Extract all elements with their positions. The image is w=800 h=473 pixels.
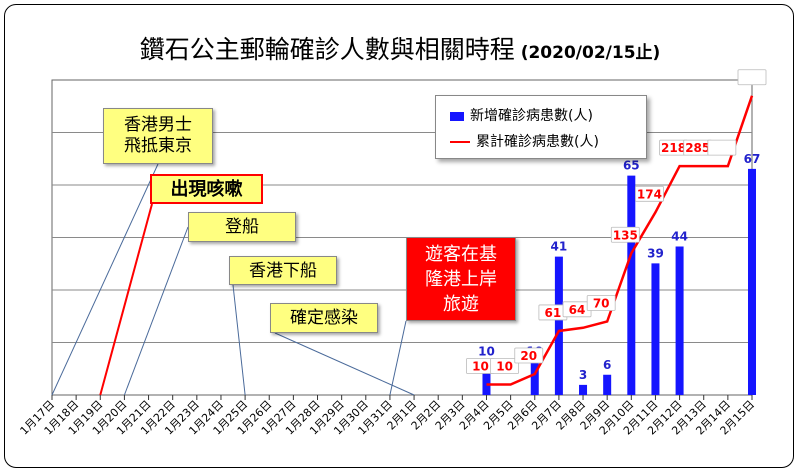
annotation-pointer-cough (99, 203, 153, 396)
annotation-pointer-board (123, 226, 189, 396)
legend: 新增確診病患數(人) 累計確診病患數(人) (435, 95, 647, 159)
annotation-cough-line-1: 出現咳嗽 (170, 179, 243, 200)
line-label: 218 (661, 141, 686, 155)
bar (748, 168, 756, 395)
line-label: 20 (520, 349, 537, 363)
line-label: 10 (496, 360, 513, 374)
annotation-keelung: 遊客在基 隆港上岸 旅遊 (406, 237, 516, 321)
annotation-keelung-line-1: 遊客在基 (425, 244, 497, 265)
chart-frame (4, 4, 794, 468)
legend-line-swatch (450, 141, 470, 143)
annotation-pointer-hk-off (232, 284, 246, 396)
legend-item-total-cases: 累計確診病患數(人) (450, 131, 599, 151)
line-label: 135 (613, 228, 638, 242)
annotation-confirmed-line-1: 確定感染 (290, 308, 358, 328)
bar (554, 256, 563, 395)
bar-label: 67 (744, 152, 761, 166)
bar-label: 41 (551, 240, 568, 254)
bar (675, 246, 684, 395)
annotation-cough: 出現咳嗽 (150, 174, 263, 204)
line-label: 64 (569, 303, 586, 317)
bar-label: 6 (603, 358, 611, 372)
bar (627, 175, 636, 395)
line-label: 10 (472, 360, 489, 374)
line-label-box (514, 347, 544, 364)
chart-subtitle: (2020/02/15止) (520, 43, 661, 63)
chart-title: 鑽石公主郵輪確診人數與相關時程 (139, 35, 515, 64)
line-label: 70 (593, 297, 610, 311)
annotation-hk-man-line-2: 飛抵東京 (124, 136, 192, 156)
annotation-keelung-line-2: 隆港上岸 (425, 269, 497, 290)
annotation-board-line-1: 登船 (225, 217, 259, 237)
line-label-box (635, 185, 664, 202)
annotation-pointer-confirmed (274, 332, 415, 396)
annotation-confirmed: 確定感染 (270, 303, 378, 333)
annotation-pointer-keelung (389, 320, 407, 396)
annotation-hk-off-line-1: 香港下船 (249, 261, 317, 281)
bar (603, 374, 612, 395)
bar-label: 10 (478, 344, 495, 358)
bar-label: 3 (579, 368, 587, 382)
annotation-hk-man-line-1: 香港男士 (124, 115, 192, 135)
chart-title-row: 鑽石公主郵輪確診人數與相關時程 (2020/02/15止) (0, 30, 800, 66)
bar (482, 361, 491, 395)
legend-label-new-cases: 新增確診病患數(人) (470, 108, 593, 124)
annotation-board: 登船 (188, 212, 296, 242)
line-label-box (707, 139, 737, 156)
annotation-keelung-line-3: 旅遊 (443, 294, 479, 315)
line-label: 61 (545, 306, 562, 320)
line-label: 285 (685, 141, 710, 155)
legend-bar-swatch (450, 111, 464, 121)
bar-label: 65 (623, 159, 640, 173)
line-label-box (490, 358, 520, 374)
annotation-hk-off: 香港下船 (229, 256, 337, 285)
bar-label: 39 (647, 246, 664, 260)
line-label-box (586, 295, 616, 311)
bar (579, 384, 588, 395)
legend-label-total-cases: 累計確診病患數(人) (476, 134, 599, 150)
annotation-pointer-hk-man (51, 163, 159, 396)
bar-label: 44 (671, 230, 688, 244)
bar (530, 361, 539, 395)
bar (651, 263, 660, 395)
line-label-box (737, 69, 767, 86)
legend-item-new-cases: 新增確診病患數(人) (450, 105, 593, 125)
annotation-hk-man: 香港男士 飛抵東京 (103, 108, 213, 164)
cumulative-line (486, 95, 754, 386)
line-label-box (610, 226, 640, 243)
line-label: 174 (637, 187, 662, 201)
